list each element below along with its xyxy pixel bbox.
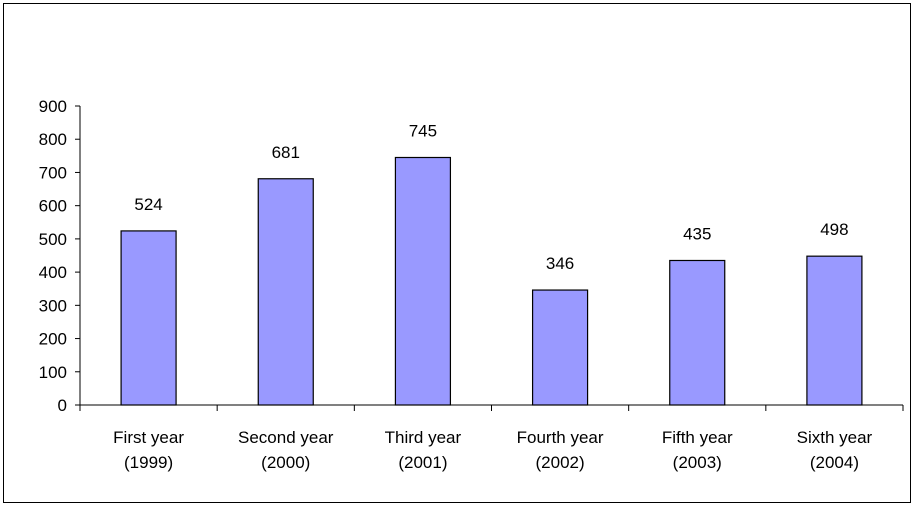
- y-tick-label: 100: [39, 363, 67, 382]
- x-tick-label: (2001): [398, 453, 447, 472]
- x-tick-label: (2000): [261, 453, 310, 472]
- data-label: 435: [683, 224, 711, 243]
- x-tick-label: Fourth year: [517, 428, 604, 447]
- data-label: 745: [409, 121, 437, 140]
- y-tick-label: 200: [39, 330, 67, 349]
- y-tick-label: 500: [39, 230, 67, 249]
- data-label: 498: [820, 220, 848, 239]
- bar: [806, 255, 863, 406]
- x-tick-label: Third year: [385, 428, 462, 447]
- bar: [120, 230, 177, 406]
- x-tick-label: (2004): [810, 453, 859, 472]
- x-tick-label: First year: [113, 428, 184, 447]
- y-tick-label: 0: [58, 396, 67, 415]
- y-tick-label: 400: [39, 263, 67, 282]
- x-tick-label: Fifth year: [662, 428, 733, 447]
- x-tick-label: (2003): [673, 453, 722, 472]
- y-tick-label: 700: [39, 163, 67, 182]
- x-tick-label: (2002): [536, 453, 585, 472]
- bar: [257, 178, 314, 406]
- y-tick-label: 900: [39, 97, 67, 116]
- bar: [394, 156, 452, 406]
- x-tick-label: Sixth year: [797, 428, 873, 447]
- data-label: 681: [272, 143, 300, 162]
- x-tick-label: Second year: [238, 428, 334, 447]
- bar: [531, 289, 589, 406]
- bar: [669, 259, 726, 406]
- data-label: 346: [546, 254, 574, 273]
- y-tick-label: 800: [39, 130, 67, 149]
- x-tick-label: (1999): [124, 453, 173, 472]
- y-tick-label: 300: [39, 296, 67, 315]
- data-label: 524: [134, 195, 162, 214]
- y-tick-label: 600: [39, 197, 67, 216]
